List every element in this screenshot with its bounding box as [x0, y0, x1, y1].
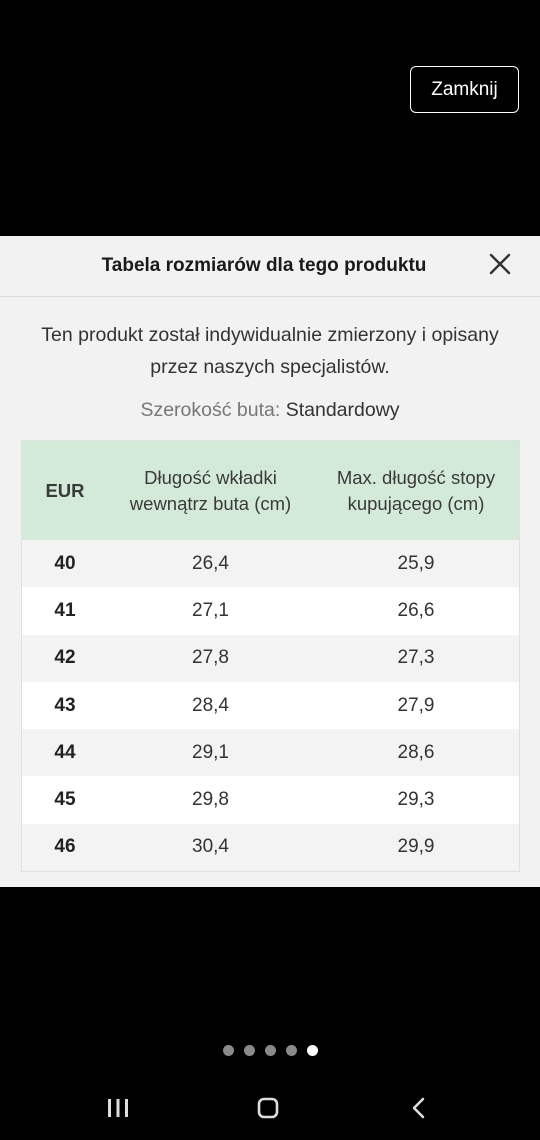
cell-insole: 27,8: [192, 647, 229, 669]
back-icon[interactable]: [410, 1097, 428, 1124]
system-nav-bar: [0, 1090, 540, 1126]
cell-foot: 29,3: [397, 789, 435, 811]
shoe-width-line: Szerokość buta: Standardowy: [0, 399, 540, 422]
pager-dot-active[interactable]: [306, 1045, 318, 1056]
cell-eur: 42: [54, 647, 76, 669]
cell-insole: 28,4: [192, 694, 229, 716]
home-icon[interactable]: [257, 1097, 279, 1124]
product-description: Ten produkt został indywidualnie zmierzo…: [41, 324, 499, 378]
cell-insole: 27,1: [192, 599, 229, 621]
pager-dot[interactable]: [243, 1045, 255, 1056]
pager-dot[interactable]: [222, 1045, 234, 1056]
pager-dot[interactable]: [264, 1045, 276, 1056]
cell-insole: 29,8: [192, 789, 229, 811]
table-row: 42 27,8 27,3: [22, 634, 519, 682]
table-row: 46 30,4 29,9: [22, 823, 519, 872]
pager-dot[interactable]: [285, 1045, 297, 1056]
table-row: 41 27,1 26,6: [22, 587, 519, 635]
size-chart-sheet: Tabela rozmiarów dla tego produktu Ten p…: [0, 236, 540, 887]
close-button[interactable]: Zamknij: [410, 66, 519, 113]
cell-eur: 40: [54, 552, 76, 574]
cell-foot: 27,3: [397, 647, 435, 669]
header-max-foot-length: Max. długość stopy kupującego (cm): [336, 466, 496, 514]
table-row: 43 28,4 27,9: [22, 681, 519, 730]
header-insole-length: Długość wkładki wewnątrz buta (cm): [129, 466, 292, 514]
cell-foot: 26,6: [397, 599, 435, 621]
recent-apps-icon[interactable]: [107, 1098, 129, 1123]
cell-insole: 29,1: [192, 741, 229, 763]
table-row: 45 29,8 29,3: [22, 776, 519, 824]
cell-insole: 30,4: [192, 836, 229, 858]
pager-dots: [0, 1045, 540, 1056]
cell-foot: 25,9: [397, 552, 435, 574]
table-row: 44 29,1 28,6: [22, 729, 519, 777]
table-row: 40 26,4 25,9: [22, 540, 519, 588]
cell-eur: 45: [54, 789, 76, 811]
sheet-title: Tabela rozmiarów dla tego produktu: [101, 255, 427, 276]
cell-foot: 29,9: [397, 836, 435, 858]
table-header: EUR Długość wkładki wewnątrz buta (cm) M…: [22, 441, 519, 540]
cell-insole: 26,4: [192, 552, 229, 574]
cell-foot: 28,6: [397, 741, 435, 763]
cell-eur: 41: [54, 599, 76, 621]
close-x-icon[interactable]: [484, 248, 516, 280]
cell-foot: 27,9: [397, 694, 435, 716]
size-table: EUR Długość wkładki wewnątrz buta (cm) M…: [21, 440, 520, 872]
header-eur: EUR: [45, 479, 85, 501]
cell-eur: 43: [54, 694, 76, 716]
cell-eur: 44: [54, 741, 76, 763]
shoe-width-value: Standardowy: [285, 399, 400, 421]
cell-eur: 46: [54, 836, 76, 858]
sheet-header: Tabela rozmiarów dla tego produktu: [0, 236, 540, 297]
shoe-width-label: Szerokość buta:: [140, 399, 281, 421]
